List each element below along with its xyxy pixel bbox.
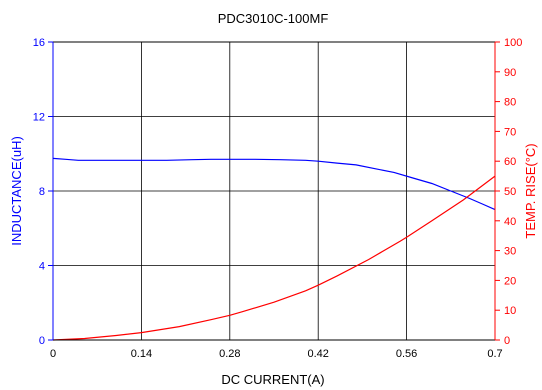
x-tick-label: 0.7 (487, 348, 502, 360)
right-tick-label: 80 (504, 97, 516, 109)
right-tick-label: 90 (504, 67, 516, 79)
left-tick-label: 12 (33, 112, 45, 124)
right-tick-label: 50 (504, 186, 516, 198)
left-tick-label: 16 (33, 37, 45, 49)
left-tick-label: 0 (39, 335, 45, 347)
right-tick-label: 100 (504, 37, 522, 49)
x-tick-label: 0.56 (396, 348, 417, 360)
temp-rise-line (52, 175, 496, 341)
left-tick-label: 8 (39, 186, 45, 198)
right-tick-label: 0 (504, 335, 510, 347)
x-tick-label: 0.42 (307, 348, 328, 360)
right-tick-label: 30 (504, 246, 516, 258)
axes (48, 41, 500, 341)
right-axis-label: TEMP. RISE(°C) (523, 143, 538, 238)
series-layer (52, 157, 496, 341)
x-tick-label: 0 (50, 348, 56, 360)
chart-title: PDC3010C-100MF (218, 11, 329, 26)
right-tick-label: 40 (504, 216, 516, 228)
right-tick-label: 10 (504, 305, 516, 317)
right-tick-label: 20 (504, 275, 516, 287)
x-axis-label: DC CURRENT(A) (221, 372, 324, 387)
right-tick-label: 60 (504, 156, 516, 168)
tick-labels: 0 0.14 0.28 0.42 0.56 0.704812160102030405060… (33, 37, 523, 360)
inductance-line (52, 157, 496, 211)
x-tick-label: 0.14 (131, 348, 152, 360)
left-tick-label: 4 (39, 261, 45, 273)
x-tick-label: 0.28 (219, 348, 240, 360)
left-axis-label: INDUCTANCE(uH) (9, 136, 24, 246)
grid (53, 42, 495, 340)
right-tick-label: 70 (504, 126, 516, 138)
